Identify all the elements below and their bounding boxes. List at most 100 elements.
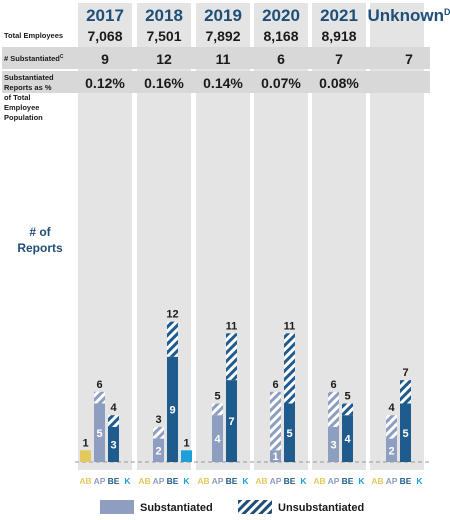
bar-total-value: 11 — [226, 320, 238, 332]
legend-label-substantiated: Substantiated — [140, 502, 213, 514]
bar-substantiated-value: 5 — [286, 428, 292, 440]
category-label-BE: BE — [342, 476, 354, 486]
substantiated-count-value: 6 — [277, 51, 285, 67]
bar-total-value: 4 — [110, 402, 117, 414]
y-axis-label-line: # of — [29, 225, 51, 239]
bar-substantiated-value: 3 — [110, 439, 116, 451]
bar-total-value: 6 — [330, 379, 336, 391]
bar-total-value: 7 — [402, 367, 408, 379]
category-label-AB: AB — [255, 476, 267, 486]
bar-substantiated-value: 2 — [155, 445, 161, 457]
bar-substantiated-BE — [167, 356, 178, 462]
stat-values: 7,068 9 0.12% 7,501 12 0.16% 7,892 11 0.14% 8,168… — [85, 28, 413, 91]
bar-total-value: 1 — [82, 437, 88, 449]
substantiated-count-value: 7 — [405, 51, 413, 67]
bar-substantiated-value: 5 — [96, 428, 102, 440]
bar-substantiated-value: 7 — [228, 416, 234, 428]
stat-row-bands — [2, 47, 430, 93]
bar-substantiated-AB — [80, 450, 91, 462]
total-employees-value: 7,068 — [87, 28, 122, 44]
bar-unsubstantiated-BE — [226, 333, 237, 381]
substantiated-row-band — [2, 47, 430, 69]
category-label-K: K — [124, 476, 131, 486]
bar-substantiated-value: 9 — [169, 404, 175, 416]
row-label-percent-line: of Total — [4, 93, 31, 102]
bar-total-value: 6 — [272, 379, 278, 391]
bar-substantiated-AP — [386, 438, 397, 462]
category-label-BE: BE — [167, 476, 179, 486]
category-label-AB: AB — [138, 476, 150, 486]
bar-unsubstantiated-BE — [167, 321, 178, 357]
category-label-AP: AP — [270, 476, 282, 486]
bar-substantiated-BE — [226, 380, 237, 462]
bar-total-value: 12 — [166, 309, 178, 321]
bar-unsubstantiated-AP — [94, 391, 105, 404]
bar-unsubstantiated-BE — [400, 380, 411, 404]
category-label-AP: AP — [94, 476, 106, 486]
bar-unsubstantiated-AP — [153, 426, 164, 439]
year-label: UnknownD — [368, 6, 450, 25]
percent-value: 0.08% — [319, 75, 359, 91]
substantiated-count-value: 7 — [335, 51, 343, 67]
bar-substantiated-value: 5 — [402, 428, 408, 440]
legend-label-unsubstantiated: Unsubstantiated — [278, 502, 364, 514]
category-label-AB: AB — [313, 476, 325, 486]
bar-substantiated-AP — [212, 415, 223, 462]
category-label-BE: BE — [108, 476, 120, 486]
year-label: 2018 — [145, 6, 183, 25]
bar-substantiated-value: 2 — [388, 445, 394, 457]
category-label-K: K — [358, 476, 365, 486]
bar-substantiated-value: 1 — [272, 451, 278, 463]
category-label-K: K — [242, 476, 249, 486]
category-label-AB: AB — [197, 476, 209, 486]
bar-substantiated-BE — [342, 415, 353, 462]
total-employees-value: 7,501 — [146, 28, 181, 44]
category-label-AP: AP — [153, 476, 165, 486]
bar-total-value: 11 — [284, 320, 296, 332]
bar-total-value: 4 — [388, 402, 395, 414]
bar-total-value: 3 — [155, 414, 161, 426]
total-employees-value: 7,892 — [205, 28, 240, 44]
substantiated-count-value: 9 — [101, 51, 109, 67]
percent-value: 0.07% — [261, 75, 301, 91]
bar-substantiated-BE — [284, 403, 295, 462]
total-employees-value: 8,918 — [321, 28, 356, 44]
total-employees-value: 8,168 — [263, 28, 298, 44]
row-label-percent-line: Substantiated — [4, 73, 54, 82]
category-label-BE: BE — [226, 476, 238, 486]
bar-substantiated-BE — [400, 403, 411, 462]
bar-substantiated-AP — [270, 450, 281, 462]
category-label-K: K — [183, 476, 190, 486]
y-axis-label-line: Reports — [17, 241, 63, 255]
legend: Substantiated Unsubstantiated — [100, 500, 364, 514]
bar-substantiated-value: 3 — [330, 439, 336, 451]
bar-unsubstantiated-AP — [270, 391, 281, 451]
row-label-percent-line: Population — [4, 113, 43, 122]
legend-swatch-substantiated — [100, 500, 134, 514]
bar-total-value: 5 — [214, 391, 220, 403]
category-label-BE: BE — [400, 476, 412, 486]
bar-unsubstantiated-BE — [108, 415, 119, 427]
row-label-total-employees: Total Employees — [4, 31, 63, 40]
row-label-substantiated: # SubstantiatedC — [4, 54, 64, 63]
bar-total-value: 1 — [183, 437, 189, 449]
y-axis-label: # of Reports — [17, 225, 63, 255]
bar-substantiated-value: 4 — [214, 434, 221, 446]
bar-total-value: 6 — [96, 379, 102, 391]
bar-unsubstantiated-BE — [284, 333, 295, 404]
bar-substantiated-AP — [153, 438, 164, 462]
bar-unsubstantiated-BE — [342, 403, 353, 416]
substantiated-count-value: 12 — [156, 51, 172, 67]
bar-total-value: 5 — [344, 391, 350, 403]
category-label-AP: AP — [386, 476, 398, 486]
bar-substantiated-AP — [328, 426, 339, 462]
percent-row-band — [2, 71, 430, 93]
category-label-K: K — [300, 476, 307, 486]
category-label-AB: AB — [79, 476, 91, 486]
bar-substantiated-BE — [108, 426, 119, 462]
year-headers: 2017 2018 2019 2020 2021 UnknownD — [86, 6, 450, 25]
year-label: 2017 — [86, 6, 124, 25]
category-label-K: K — [416, 476, 423, 486]
year-label: 2021 — [320, 6, 358, 25]
